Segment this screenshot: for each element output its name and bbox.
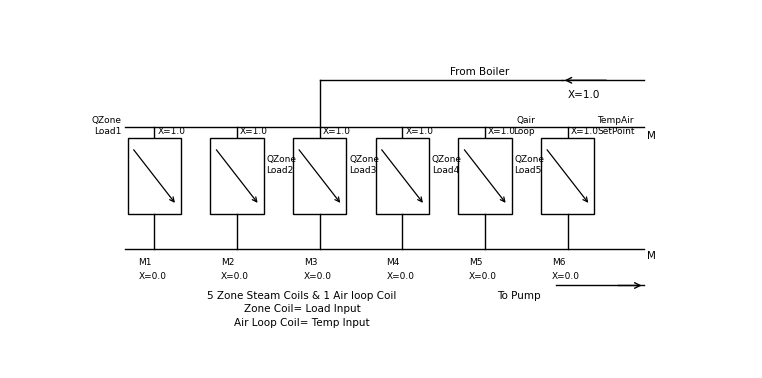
Text: TempAir
SetPoint: TempAir SetPoint bbox=[597, 116, 635, 136]
Text: QZone
Load3: QZone Load3 bbox=[349, 155, 379, 175]
Bar bbox=[293, 138, 346, 214]
Text: X=1.0: X=1.0 bbox=[571, 127, 599, 136]
Bar bbox=[459, 138, 511, 214]
Text: M5: M5 bbox=[469, 258, 482, 267]
Text: X=0.0: X=0.0 bbox=[469, 273, 497, 281]
Text: From Boiler: From Boiler bbox=[450, 67, 509, 77]
Text: 5 Zone Steam Coils & 1 Air loop Coil
Zone Coil= Load Input
Air Loop Coil= Temp I: 5 Zone Steam Coils & 1 Air loop Coil Zon… bbox=[207, 291, 397, 328]
Text: M4: M4 bbox=[386, 258, 400, 267]
Text: X=1.0: X=1.0 bbox=[405, 127, 434, 136]
Bar bbox=[541, 138, 594, 214]
Text: QZone
Load5: QZone Load5 bbox=[514, 155, 545, 175]
Text: M: M bbox=[648, 131, 656, 141]
Text: Qair
Loop: Qair Loop bbox=[514, 116, 535, 136]
Text: M6: M6 bbox=[552, 258, 565, 267]
Text: X=0.0: X=0.0 bbox=[221, 273, 249, 281]
Text: QZone
Load2: QZone Load2 bbox=[267, 155, 296, 175]
Text: To Pump: To Pump bbox=[497, 291, 540, 301]
Text: M2: M2 bbox=[221, 258, 235, 267]
Text: QZone
Load1: QZone Load1 bbox=[92, 116, 122, 136]
Text: X=1.0: X=1.0 bbox=[322, 127, 351, 136]
Text: X=0.0: X=0.0 bbox=[552, 273, 580, 281]
Text: M1: M1 bbox=[139, 258, 152, 267]
Text: X=1.0: X=1.0 bbox=[568, 90, 600, 101]
Text: X=0.0: X=0.0 bbox=[304, 273, 331, 281]
Bar bbox=[376, 138, 429, 214]
Text: M3: M3 bbox=[304, 258, 317, 267]
Text: X=1.0: X=1.0 bbox=[240, 127, 268, 136]
Bar bbox=[128, 138, 181, 214]
Text: M: M bbox=[648, 251, 656, 260]
Bar bbox=[210, 138, 264, 214]
Text: X=0.0: X=0.0 bbox=[386, 273, 415, 281]
Text: X=1.0: X=1.0 bbox=[488, 127, 516, 136]
Text: X=1.0: X=1.0 bbox=[157, 127, 185, 136]
Text: X=0.0: X=0.0 bbox=[139, 273, 166, 281]
Text: QZone
Load4: QZone Load4 bbox=[432, 155, 462, 175]
